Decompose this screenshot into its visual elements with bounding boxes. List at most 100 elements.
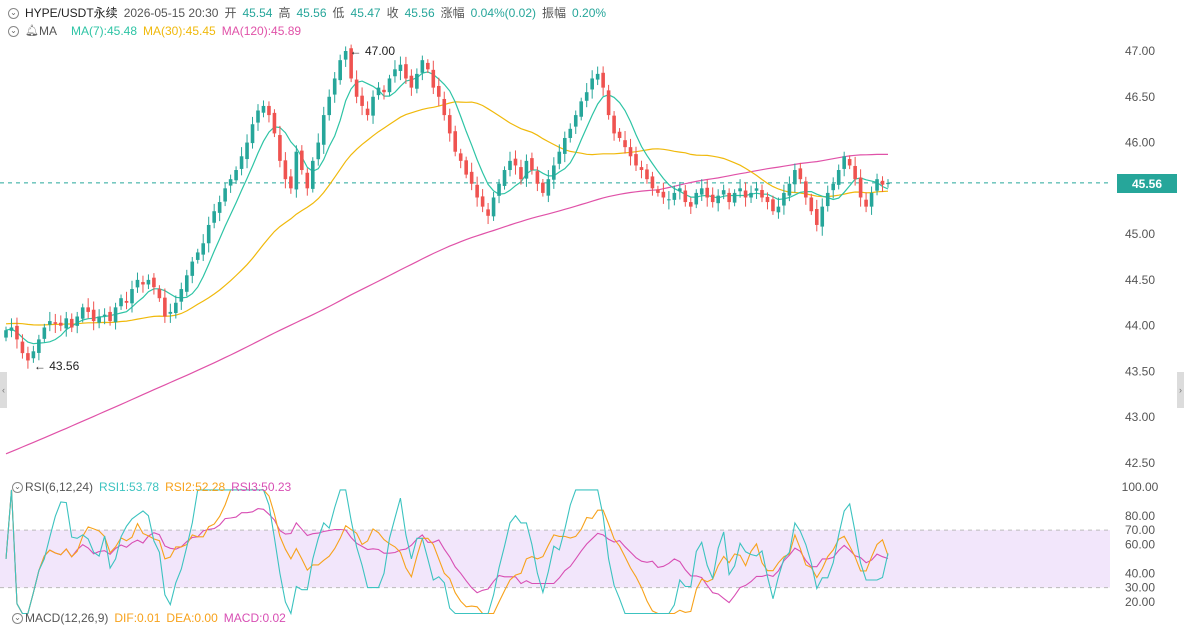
candle xyxy=(688,197,693,214)
low-value: 45.47 xyxy=(350,6,381,20)
candle xyxy=(732,189,737,207)
rsi-tick-label: 40.00 xyxy=(1125,566,1155,580)
candle xyxy=(623,131,627,154)
candle xyxy=(519,159,523,185)
candle xyxy=(809,193,814,215)
candle xyxy=(184,269,189,297)
candle xyxy=(409,69,414,96)
dif-value: DIF:0.01 xyxy=(114,611,161,625)
candle xyxy=(387,74,392,96)
right-scroll-handle[interactable]: › xyxy=(1177,372,1184,408)
low-label: 低 xyxy=(332,6,345,20)
candle xyxy=(798,162,803,184)
bell-icon[interactable]: 🔔︎ xyxy=(25,25,39,37)
candle xyxy=(836,164,841,190)
candle xyxy=(847,155,852,170)
candle xyxy=(431,60,436,95)
ma30-value: MA(30):45.45 xyxy=(143,24,216,38)
candle xyxy=(300,145,304,175)
chevron-down-icon[interactable]: ⌄ xyxy=(12,612,23,624)
chevron-down-icon[interactable]: ⌄ xyxy=(8,7,19,19)
candle xyxy=(108,306,112,326)
candle xyxy=(562,131,567,163)
candle xyxy=(376,82,381,100)
candle xyxy=(508,151,512,177)
open-value: 45.54 xyxy=(242,6,273,20)
candle xyxy=(365,101,370,121)
min-price-label: ← 43.56 xyxy=(34,359,80,373)
ma-legend: ⌄ 🔔︎ MA MA(7):45.48 MA(30):45.45 MA(120)… xyxy=(8,24,301,38)
candle xyxy=(628,138,633,166)
candle xyxy=(590,70,594,99)
candle xyxy=(760,184,764,203)
candle xyxy=(573,110,578,134)
dea-value: DEA:0.00 xyxy=(166,611,218,625)
candle xyxy=(557,144,562,170)
candle xyxy=(245,134,249,169)
candle xyxy=(15,317,19,349)
price-tick-label: 44.00 xyxy=(1125,319,1155,333)
candle xyxy=(239,147,244,176)
candle xyxy=(782,184,786,215)
candle xyxy=(163,288,167,323)
candle xyxy=(426,59,430,73)
candle xyxy=(141,275,145,293)
candle xyxy=(119,294,123,310)
candle xyxy=(305,168,310,196)
candle xyxy=(787,176,792,202)
rsi-tick-label: 30.00 xyxy=(1125,581,1155,595)
candle xyxy=(343,46,348,67)
rsi-band xyxy=(0,530,1110,588)
candle xyxy=(825,185,830,212)
candle xyxy=(42,323,47,343)
candle xyxy=(31,345,36,363)
candle xyxy=(579,97,584,121)
candle xyxy=(179,282,184,310)
max-price-label: ← 47.00 xyxy=(350,44,396,58)
candle xyxy=(278,125,282,168)
symbol-pair[interactable]: HYPE/USDT永续 xyxy=(25,6,118,20)
change-value: 0.04%(0.02) xyxy=(470,6,537,20)
left-scroll-handle[interactable]: ‹ xyxy=(0,372,7,408)
price-tick-label: 44.50 xyxy=(1125,273,1155,287)
chevron-down-icon[interactable]: ⌄ xyxy=(12,481,23,493)
candle xyxy=(442,91,447,121)
extreme-marks: ← 47.00 ← 43.56 xyxy=(34,44,395,373)
rsi3-value: RSI3:50.23 xyxy=(231,480,292,494)
candle xyxy=(491,191,496,221)
candle xyxy=(349,44,353,83)
price-tick-label: 43.50 xyxy=(1125,364,1155,378)
candles xyxy=(4,44,890,369)
candle xyxy=(217,195,222,222)
candle xyxy=(645,163,649,184)
candle xyxy=(447,108,452,142)
candle xyxy=(261,100,266,118)
macd-label[interactable]: MACD(12,26,9) xyxy=(25,611,109,625)
candle xyxy=(64,311,69,337)
rsi-legend: ⌄ RSI(6,12,24) RSI1:53.78 RSI2:52.28 RSI… xyxy=(12,480,291,494)
candle xyxy=(190,257,195,284)
candle xyxy=(513,150,518,175)
candle xyxy=(842,151,846,177)
candle xyxy=(568,123,573,143)
ma-label[interactable]: MA xyxy=(38,24,57,38)
ma-lines xyxy=(5,71,889,455)
candle xyxy=(480,189,485,213)
ma7-line xyxy=(5,71,889,345)
rsi-tick-label: 70.00 xyxy=(1125,523,1155,537)
chevron-down-icon[interactable]: ⌄ xyxy=(8,25,19,37)
candle xyxy=(541,178,545,197)
candle xyxy=(9,318,14,338)
candle xyxy=(420,55,425,81)
rsi-label[interactable]: RSI(6,12,24) xyxy=(25,480,94,494)
candle xyxy=(86,298,90,319)
candle xyxy=(48,311,52,332)
candle xyxy=(393,60,397,83)
candle xyxy=(694,189,699,209)
candle xyxy=(354,70,359,104)
candle xyxy=(672,185,677,206)
candle xyxy=(595,66,600,86)
candle xyxy=(272,109,277,138)
